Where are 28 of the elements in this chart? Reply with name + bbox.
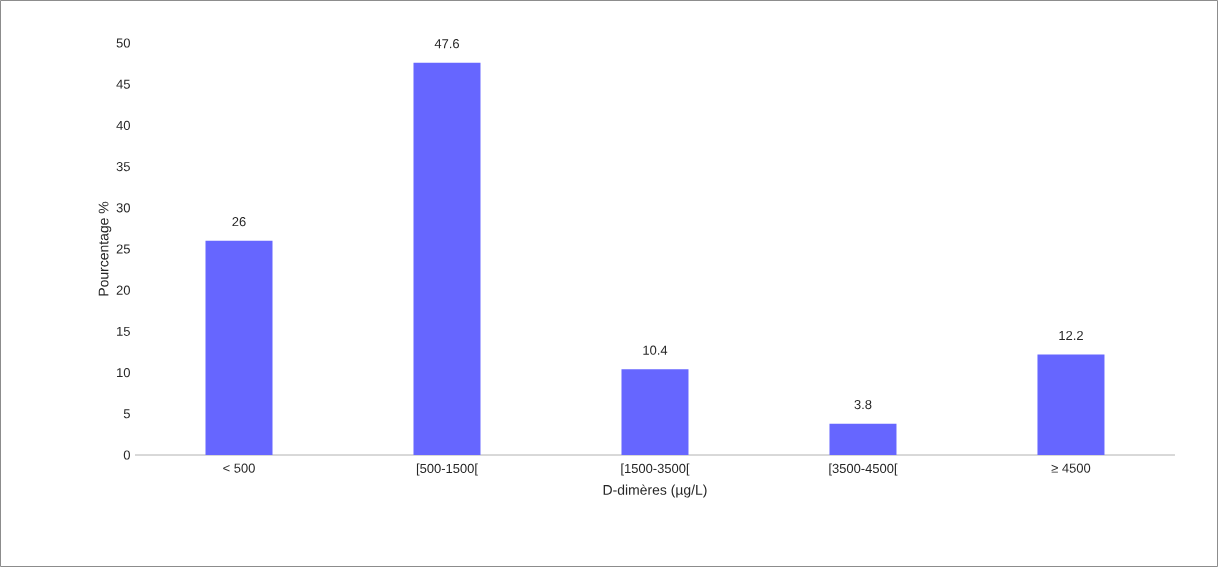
bar	[413, 62, 481, 455]
y-tick-label: 10	[117, 368, 130, 378]
y-tick-label: 50	[116, 38, 130, 48]
bar	[205, 240, 273, 455]
y-tick-label: 45	[116, 79, 130, 89]
bar	[829, 423, 897, 455]
x-tick-label: [3500-4500[	[829, 463, 898, 476]
y-tick-label: 5	[123, 409, 130, 419]
y-tick-label: 15	[117, 326, 130, 336]
x-axis-title: D-dimères (µg/L)	[603, 484, 707, 498]
x-tick-label: < 500	[223, 463, 255, 473]
bar	[621, 369, 689, 455]
y-tick-label: 40	[116, 120, 130, 130]
data-label: 12.2	[1059, 330, 1083, 340]
y-tick-label: 30	[116, 203, 130, 213]
y-tick-label: 35	[116, 162, 130, 172]
x-tick-label: [1500-3500[	[621, 463, 690, 476]
data-label: 3.8	[854, 400, 872, 410]
data-label: 26	[232, 217, 246, 227]
data-label: 10.4	[643, 345, 668, 355]
y-tick-label: 20	[116, 285, 130, 295]
y-axis-title: Pourcentage %	[98, 201, 112, 296]
x-tick-label: ≥ 4500	[1051, 463, 1091, 473]
data-label: 47.6	[434, 39, 460, 49]
y-tick-label: 25	[116, 244, 130, 254]
y-tick-label: 0	[123, 450, 130, 460]
x-tick-label: [500-1500[	[416, 463, 478, 476]
bar	[1037, 354, 1105, 455]
